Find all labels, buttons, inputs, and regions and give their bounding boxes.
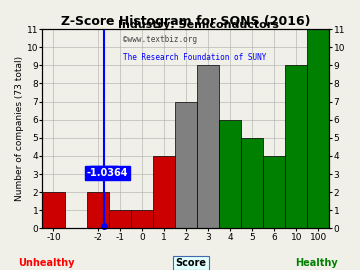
Text: Industry: Semiconductors: Industry: Semiconductors: [118, 20, 278, 30]
Bar: [131, 210, 153, 228]
Title: Z-Score Histogram for SQNS (2016): Z-Score Histogram for SQNS (2016): [61, 15, 311, 28]
Bar: [219, 120, 241, 228]
Bar: [197, 65, 219, 228]
Text: -1.0364: -1.0364: [87, 168, 128, 178]
Bar: [285, 65, 307, 228]
Text: ©www.textbiz.org: ©www.textbiz.org: [123, 35, 197, 44]
Text: Score: Score: [175, 258, 206, 268]
Text: Unhealthy: Unhealthy: [19, 258, 75, 268]
Y-axis label: Number of companies (73 total): Number of companies (73 total): [15, 56, 24, 201]
Text: The Research Foundation of SUNY: The Research Foundation of SUNY: [123, 53, 266, 62]
Bar: [87, 192, 109, 228]
Text: Healthy: Healthy: [296, 258, 338, 268]
Bar: [307, 29, 329, 228]
Bar: [153, 156, 175, 228]
Bar: [263, 156, 285, 228]
Bar: [42, 192, 64, 228]
Bar: [109, 210, 131, 228]
Bar: [241, 138, 263, 228]
Bar: [175, 102, 197, 228]
